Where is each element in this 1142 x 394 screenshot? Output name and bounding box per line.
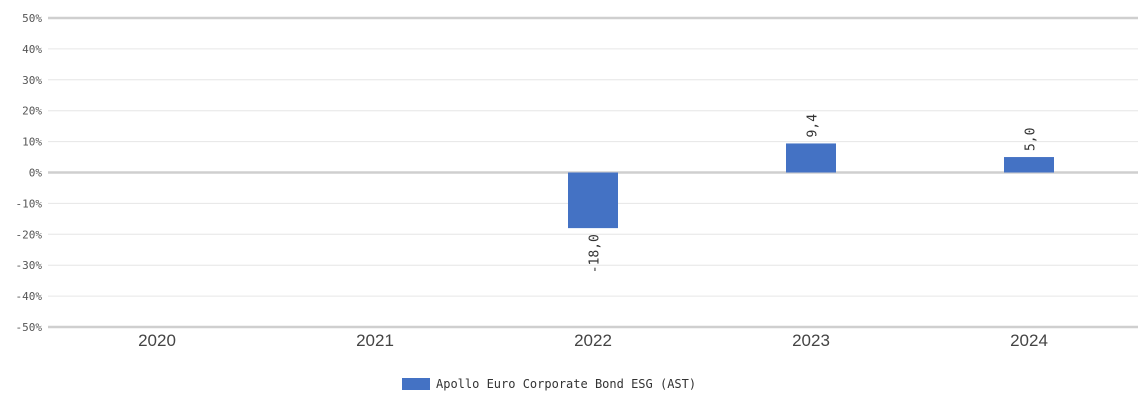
data-label: 5,0 xyxy=(1024,128,1039,151)
legend: Apollo Euro Corporate Bond ESG (AST) xyxy=(402,377,696,391)
x-tick-label: 2020 xyxy=(138,331,176,350)
x-tick-label: 2023 xyxy=(792,331,830,350)
x-tick-label: 2022 xyxy=(574,331,612,350)
y-axis: 50% 40% 30% 20% 10% 0% -10% -20% -30% -40% -50% xyxy=(16,12,43,334)
x-axis: 2020 2021 2022 2023 2024 xyxy=(138,331,1048,350)
bar xyxy=(786,143,836,173)
y-tick-label: 30% xyxy=(22,74,42,87)
y-tick-label: 50% xyxy=(22,12,42,25)
legend-label: Apollo Euro Corporate Bond ESG (AST) xyxy=(436,377,697,391)
y-tick-label: -50% xyxy=(16,321,43,334)
y-tick-label: -40% xyxy=(16,290,43,303)
x-tick-label: 2021 xyxy=(356,331,394,350)
y-tick-label: 0% xyxy=(29,167,43,180)
legend-swatch xyxy=(402,378,430,390)
y-tick-label: -20% xyxy=(16,228,43,241)
x-tick-label: 2024 xyxy=(1010,331,1048,350)
y-tick-label: -10% xyxy=(16,197,43,210)
y-tick-label: 40% xyxy=(22,43,42,56)
bar xyxy=(1004,157,1054,173)
bar xyxy=(568,172,618,229)
data-label: 9,4 xyxy=(806,114,821,138)
y-tick-label: -30% xyxy=(16,259,43,272)
data-labels: -18,0 9,4 5,0 xyxy=(588,114,1039,273)
data-label: -18,0 xyxy=(588,234,603,273)
bars xyxy=(568,143,1054,229)
y-tick-label: 20% xyxy=(22,105,42,118)
y-tick-label: 10% xyxy=(22,136,42,149)
